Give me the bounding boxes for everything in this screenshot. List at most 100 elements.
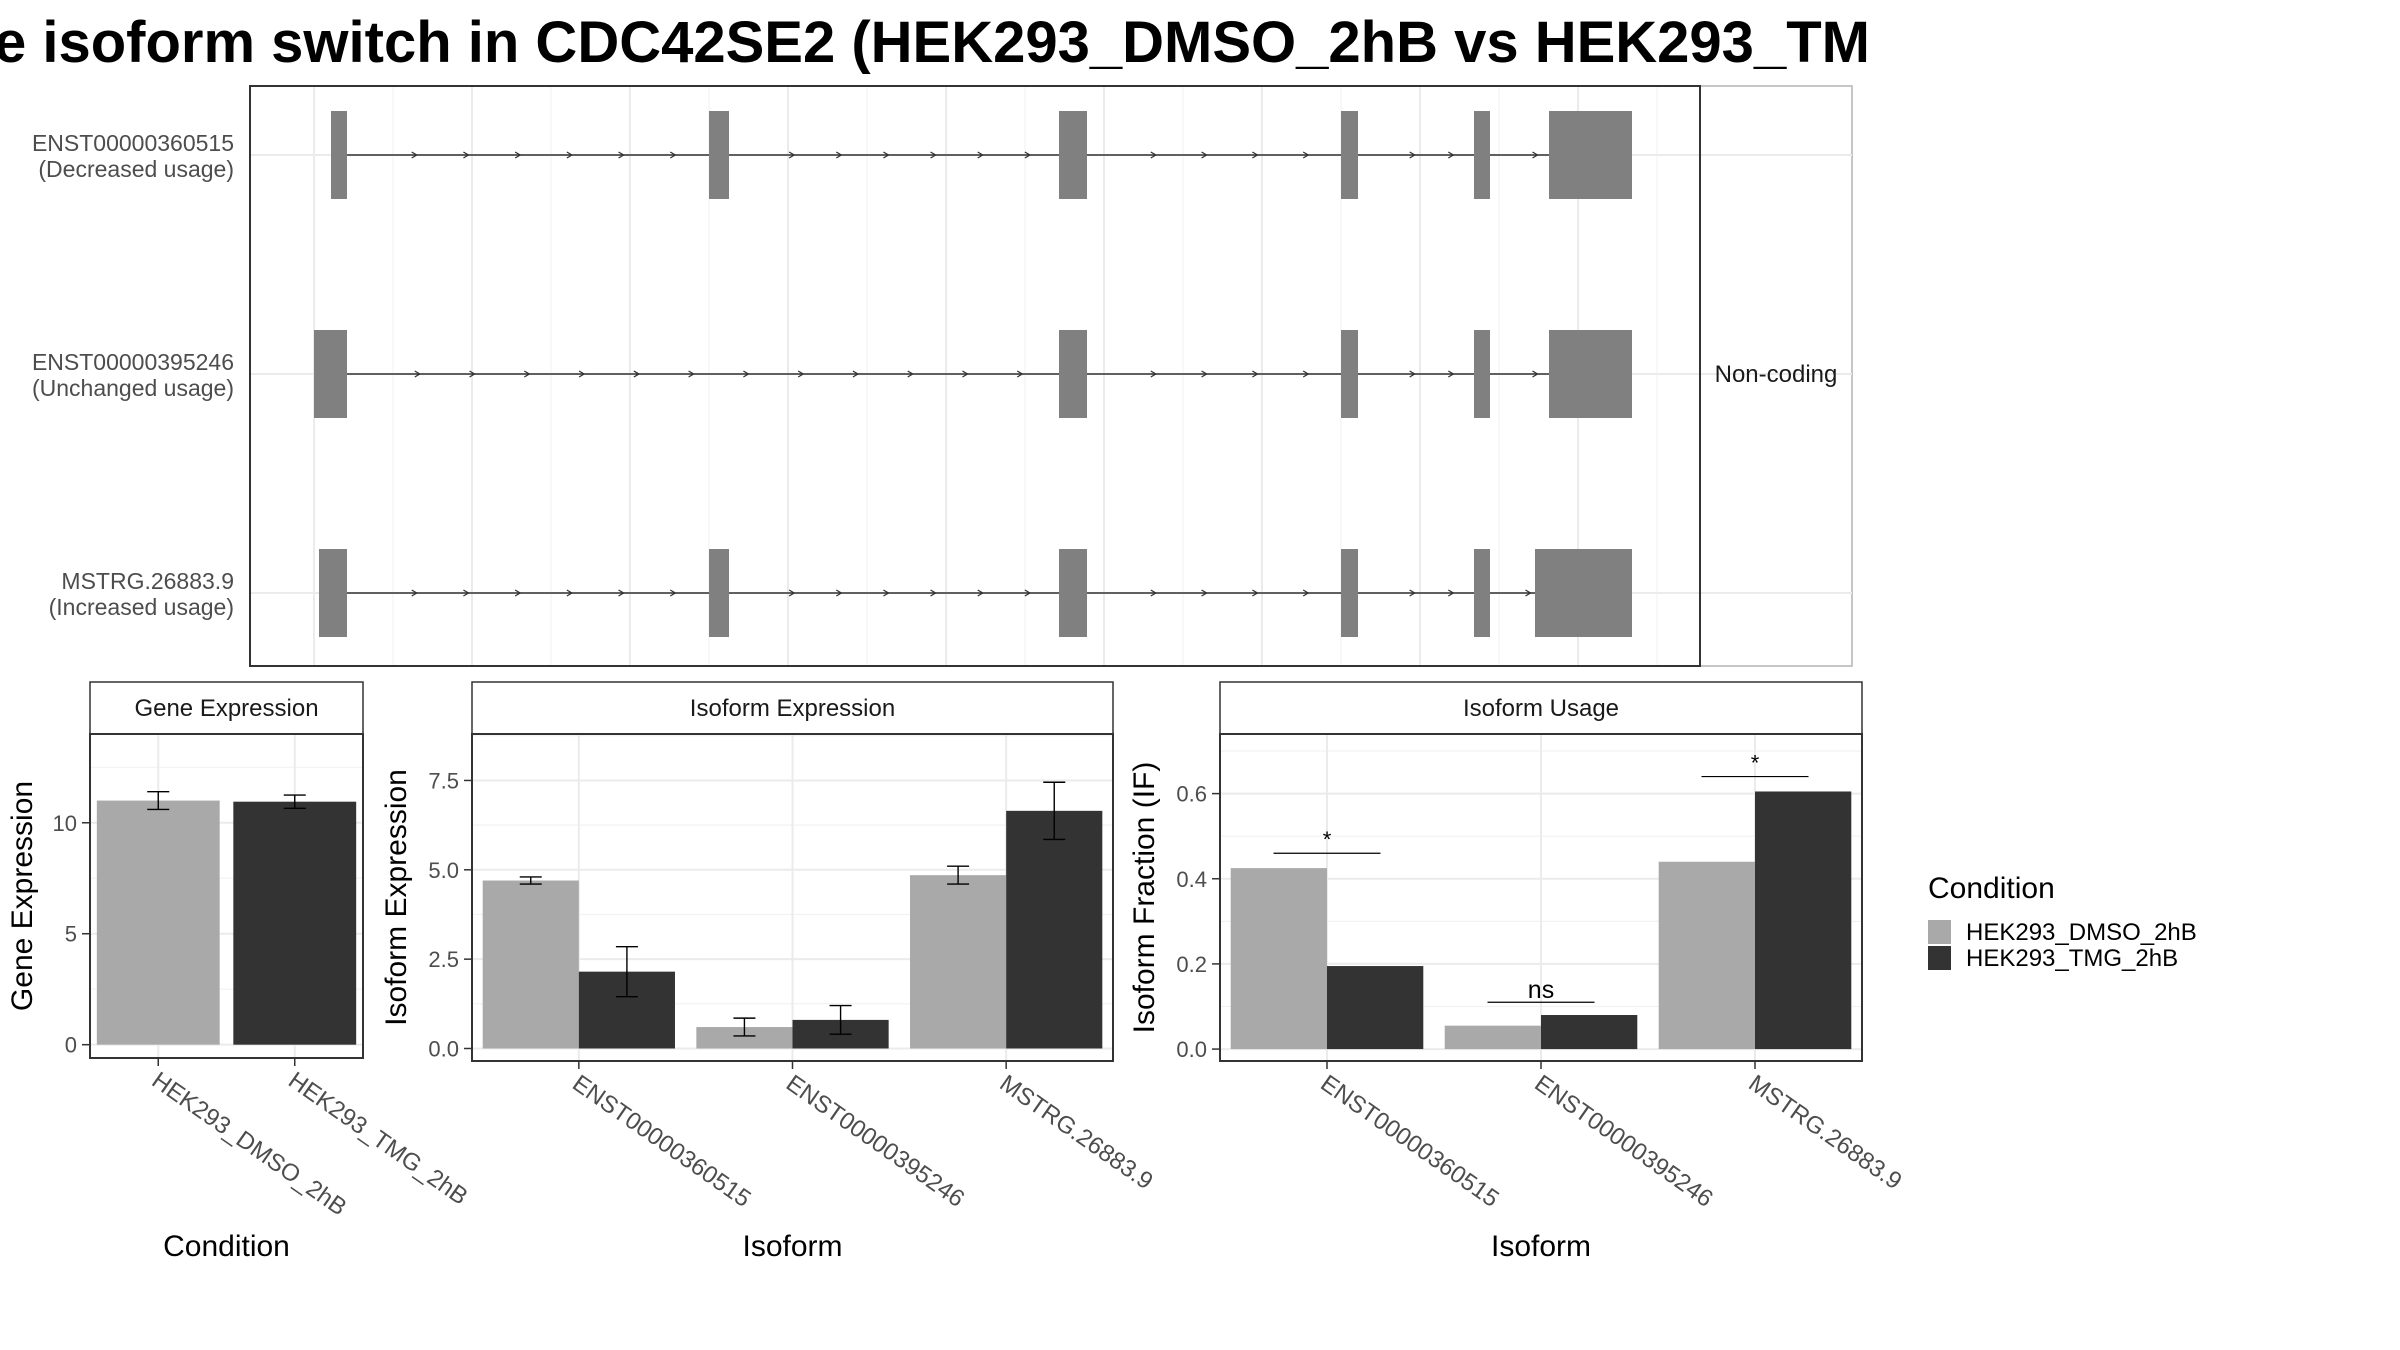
y-tick-label: 0 (65, 1033, 77, 1058)
transcript-label: ENST00000395246 (32, 349, 234, 375)
direction-arrow (1302, 151, 1310, 159)
bar-HEK293_TMG_2hB (1327, 966, 1424, 1050)
y-tick-label: 5.0 (428, 858, 459, 883)
exon (1341, 549, 1358, 637)
x-tick-label: MSTRG.26883.9 (995, 1070, 1158, 1195)
bar-HEK293_TMG_2hB (1006, 810, 1103, 1049)
bar-HEK293_DMSO_2hB (910, 875, 1007, 1049)
direction-arrow (962, 370, 969, 378)
transcript-usage-label: (Increased usage) (49, 594, 234, 620)
direction-arrow (1201, 151, 1208, 159)
direction-arrow (669, 589, 677, 597)
direction-arrow (1252, 589, 1259, 597)
y-tick-label: 2.5 (428, 947, 459, 972)
exon (331, 111, 347, 199)
panel-border (249, 85, 1701, 667)
strip-header (1219, 681, 1863, 735)
direction-arrow (1302, 589, 1310, 597)
direction-arrow (1447, 151, 1455, 159)
direction-arrow (411, 151, 418, 159)
direction-arrow (463, 589, 470, 597)
strip-label: Isoform Usage (1463, 695, 1619, 722)
bar-HEK293_TMG_2hB (1541, 1015, 1638, 1050)
bar-HEK293_TMG_2hB (233, 801, 357, 1045)
exon (1341, 330, 1358, 418)
strip-label: Gene Expression (134, 695, 318, 722)
significance-label: ns (1528, 976, 1554, 1004)
direction-arrow (743, 370, 750, 378)
direction-arrow (788, 589, 796, 597)
bar-HEK293_DMSO_2hB (96, 800, 220, 1045)
exon (1474, 549, 1490, 637)
y-tick-label: 7.5 (428, 768, 459, 793)
direction-arrow (835, 589, 843, 597)
y-tick-label: 0.6 (1176, 782, 1207, 807)
isoform-expression-panel: Isoform Expression 0.0 2.5 5.0 7.5 ENST000003… (380, 681, 1158, 1263)
legend-swatch (1928, 946, 1951, 970)
direction-arrow (797, 370, 805, 378)
direction-arrow (907, 370, 914, 378)
direction-arrow (1016, 370, 1024, 378)
exon (1474, 111, 1490, 199)
direction-arrow (566, 589, 574, 597)
facet-label-noncoding: Non-coding (1715, 361, 1838, 388)
direction-arrow (688, 370, 695, 378)
exon (1059, 549, 1087, 637)
exon (1549, 111, 1632, 199)
exon (1059, 111, 1087, 199)
y-tick-label: 0.2 (1176, 952, 1207, 977)
significance-label: * (1323, 827, 1332, 852)
direction-arrow (1532, 151, 1539, 159)
bar-HEK293_TMG_2hB (1755, 791, 1852, 1050)
direction-arrow (514, 151, 522, 159)
direction-arrow (463, 151, 470, 159)
x-axis-title: Condition (163, 1230, 290, 1263)
direction-arrow (930, 589, 937, 597)
direction-arrow (1024, 151, 1032, 159)
exon (314, 330, 347, 418)
direction-arrow (1201, 370, 1208, 378)
legend-title: Condition (1928, 872, 2055, 905)
exon (709, 111, 729, 199)
direction-arrow (1150, 370, 1158, 378)
direction-arrow (523, 370, 531, 378)
significance-label: * (1751, 751, 1760, 776)
direction-arrow (1447, 370, 1455, 378)
direction-arrow (514, 589, 522, 597)
direction-arrow (469, 370, 476, 378)
direction-arrow (1409, 589, 1416, 597)
direction-arrow (930, 151, 937, 159)
direction-arrow (1525, 589, 1532, 597)
y-tick-label: 0.0 (1176, 1037, 1207, 1062)
y-tick-label: 0.4 (1176, 867, 1207, 892)
exon (1059, 330, 1087, 418)
x-tick-label: ENST00000395246 (781, 1070, 969, 1213)
direction-arrow (414, 370, 422, 378)
bar-HEK293_DMSO_2hB (1444, 1025, 1541, 1050)
exon (709, 549, 729, 637)
x-tick-label: ENST00000360515 (567, 1070, 755, 1213)
y-axis-title: Gene Expression (6, 781, 39, 1011)
direction-arrow (618, 589, 625, 597)
y-axis-title: Isoform Fraction (IF) (1128, 762, 1161, 1034)
y-tick-label: 0.0 (428, 1036, 459, 1061)
bar-HEK293_DMSO_2hB (482, 880, 579, 1049)
strip-header (471, 681, 1114, 735)
direction-arrow (618, 151, 625, 159)
direction-arrow (1447, 589, 1455, 597)
direction-arrow (977, 589, 984, 597)
strip-label: Isoform Expression (690, 695, 895, 722)
x-tick-label: MSTRG.26883.9 (1744, 1070, 1907, 1195)
y-tick-label: 5 (65, 922, 77, 947)
direction-arrow (835, 151, 843, 159)
direction-arrow (1024, 589, 1032, 597)
x-axis-title: Isoform (742, 1230, 842, 1263)
exon (319, 549, 347, 637)
direction-arrow (1252, 370, 1259, 378)
direction-arrow (411, 589, 418, 597)
direction-arrow (977, 151, 984, 159)
legend-entry: HEK293_TMG_2hB (1966, 945, 2178, 972)
y-axis-title: Isoform Expression (380, 769, 413, 1026)
strip-header (89, 681, 364, 735)
